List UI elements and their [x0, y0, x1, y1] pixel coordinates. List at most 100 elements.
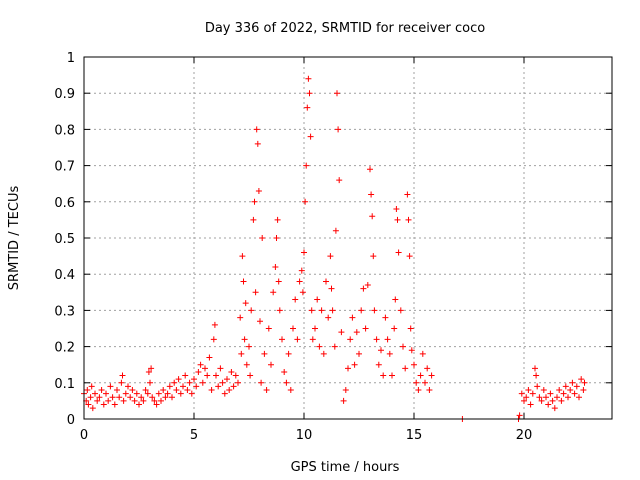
data-point [258, 379, 265, 386]
data-point [331, 343, 338, 350]
data-point [261, 350, 268, 357]
data-point [378, 347, 384, 354]
data-point [252, 289, 259, 296]
data-point [182, 372, 189, 379]
data-point [193, 383, 200, 390]
data-point [125, 383, 131, 390]
x-tick-label: 15 [406, 428, 423, 443]
data-point [173, 387, 180, 394]
data-point [413, 379, 420, 386]
data-point [302, 198, 309, 205]
data-point [521, 397, 527, 404]
data-point [188, 390, 195, 397]
data-point [217, 365, 224, 372]
data-point [243, 361, 250, 368]
data-point [323, 278, 329, 285]
data-point [545, 401, 552, 408]
data-point [556, 387, 563, 394]
data-point [369, 213, 376, 220]
data-point [197, 361, 204, 368]
data-point [581, 379, 588, 386]
data-point [342, 387, 349, 394]
data-point [116, 394, 123, 401]
data-point [230, 383, 237, 390]
data-point [347, 336, 354, 343]
data-point [384, 336, 391, 343]
data-point [411, 361, 417, 368]
data-point [263, 387, 270, 394]
data-point [580, 387, 587, 394]
y-tick-label: 0.7 [54, 160, 75, 175]
data-point [177, 390, 184, 397]
data-point [166, 383, 173, 390]
data-point [533, 372, 540, 379]
data-point [274, 216, 281, 223]
data-point [393, 206, 400, 213]
data-point [127, 394, 134, 401]
data-point [576, 394, 582, 401]
data-point [215, 383, 222, 390]
x-tick-label: 10 [296, 428, 313, 443]
data-point [358, 307, 365, 314]
data-point [391, 325, 398, 332]
data-point [131, 397, 138, 404]
y-tick-label: 1 [67, 51, 75, 66]
data-point [558, 397, 565, 404]
grid-lines [84, 57, 612, 419]
data-point [364, 282, 371, 289]
data-point [228, 368, 235, 375]
x-tick-label: 0 [80, 428, 88, 443]
data-point [536, 394, 543, 401]
y-tick-label: 0.2 [54, 341, 75, 356]
data-point [98, 387, 105, 394]
data-point [386, 350, 393, 357]
data-point [334, 90, 340, 97]
data-point [268, 361, 274, 368]
data-point [307, 133, 314, 140]
data-point [281, 368, 288, 375]
data-point [367, 166, 373, 173]
y-tick-label: 0 [67, 413, 75, 428]
data-point [138, 394, 145, 401]
data-point [162, 394, 169, 401]
data-point [373, 336, 380, 343]
data-point [360, 285, 367, 292]
data-point [109, 394, 116, 401]
data-point [94, 397, 101, 404]
data-point [362, 325, 369, 332]
plot-frame [83, 56, 613, 420]
data-point [153, 401, 160, 408]
data-point [380, 372, 387, 379]
data-point [241, 336, 248, 343]
data-point [145, 368, 152, 375]
data-point [255, 187, 262, 194]
data-point [114, 387, 120, 394]
data-point [259, 235, 266, 241]
data-point [87, 394, 94, 401]
data-point [175, 376, 182, 383]
data-point [232, 372, 239, 379]
data-point [335, 126, 342, 133]
data-point [240, 278, 247, 285]
data-point [164, 390, 171, 397]
data-point [92, 390, 98, 397]
data-point [202, 365, 208, 372]
y-axis-label: SRMTID / TECUs [7, 186, 22, 291]
data-point [226, 387, 233, 394]
data-point [195, 368, 202, 375]
data-point [538, 397, 545, 404]
data-point [242, 300, 249, 307]
data-point [415, 387, 422, 394]
data-point [345, 365, 351, 372]
data-point [122, 390, 129, 397]
x-tick-label: 20 [516, 428, 533, 443]
data-point [119, 372, 126, 379]
data-point [408, 347, 415, 354]
data-point [118, 379, 125, 386]
data-point [160, 387, 167, 394]
data-point [318, 307, 325, 314]
data-point [221, 390, 228, 397]
y-tick-label: 0.9 [54, 87, 75, 102]
data-point [329, 307, 336, 314]
